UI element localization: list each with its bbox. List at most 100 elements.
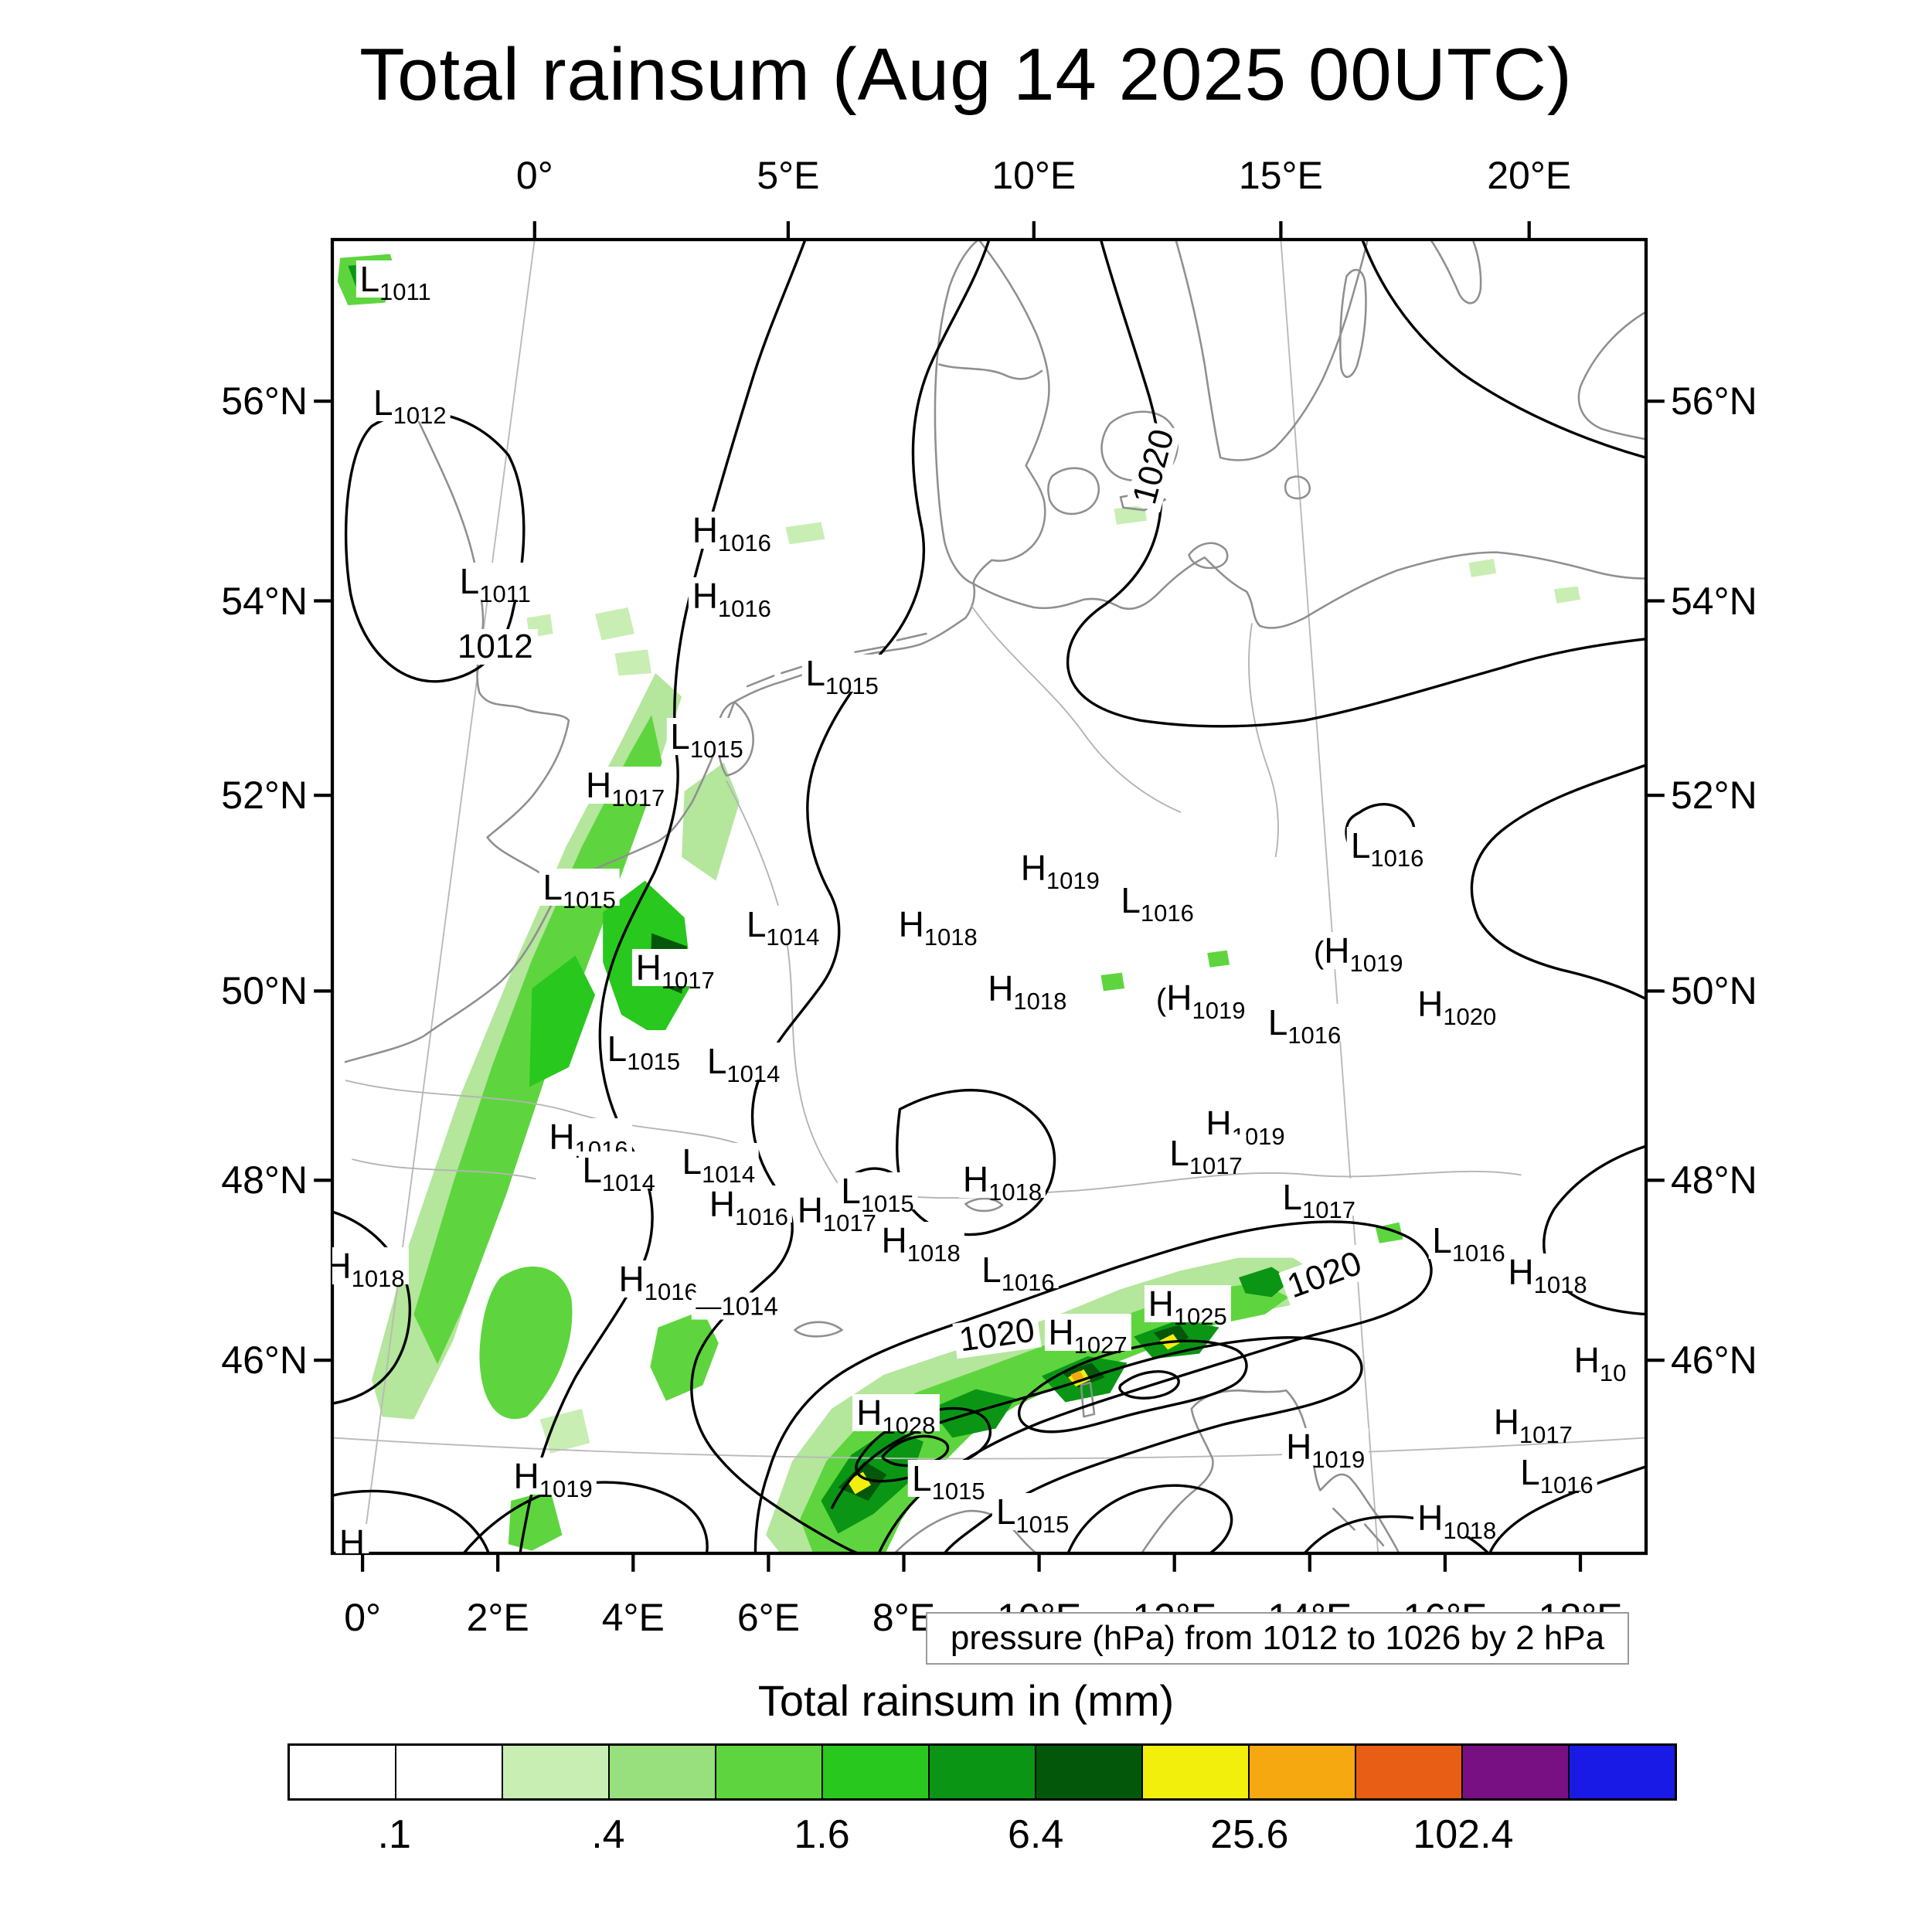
- axis-label-right: 46°N: [1671, 1338, 1757, 1383]
- pressure-center-label: H1018: [877, 1222, 964, 1265]
- axis-label-right: 50°N: [1671, 969, 1757, 1013]
- pressure-center-label: L1016: [1117, 882, 1198, 925]
- pressure-center-label: L1014: [678, 1143, 760, 1186]
- colorbar-tick-label: 25.6: [1210, 1812, 1289, 1857]
- coastlines: [344, 238, 1648, 1555]
- pressure-label-layer: L1011 L1012 L1011 H1016 H1016 L1015 L1015 H1017…: [332, 240, 1646, 1553]
- colorbar-segment: [1250, 1746, 1356, 1798]
- axis-label-left: 46°N: [221, 1338, 308, 1383]
- colorbar-title: Total rainsum in (mm): [757, 1676, 1175, 1725]
- pressure-center-label: (H1019: [1309, 931, 1407, 975]
- pressure-center-label: L1014: [578, 1151, 659, 1195]
- pressure-center-label: H1018: [984, 970, 1071, 1013]
- contour-value-label: —1014: [691, 1292, 783, 1320]
- pressure-center-label: H1019: [1282, 1428, 1369, 1471]
- colorbar-segment: [823, 1746, 930, 1798]
- colorbar-segment: [1036, 1746, 1143, 1798]
- pressure-center-label: L1016: [1516, 1453, 1597, 1497]
- pressure-center-label: H1018: [958, 1160, 1046, 1204]
- pressure-center-label: H1025: [1144, 1285, 1231, 1328]
- pressure-center-label: L1015: [801, 655, 883, 698]
- pressure-center-label: H1018: [894, 905, 981, 949]
- axis-label-right: 48°N: [1671, 1158, 1757, 1202]
- pressure-center-label: H1016: [688, 511, 775, 555]
- pressure-center-label: L1015: [666, 717, 747, 761]
- colorbar-labels: .1 .4 1.6 6.4 25.6 102.4: [287, 1811, 1677, 1861]
- axis-label-bottom: 8°E: [872, 1596, 936, 1639]
- pressure-center-label: H: [335, 1524, 369, 1553]
- colorbar-tick-label: 1.6: [794, 1812, 850, 1857]
- axis-ticks: [314, 221, 1665, 1572]
- colorbar-segment: [503, 1746, 610, 1798]
- contour-value-label: 1012: [452, 629, 538, 665]
- pressure-center-label: H1018: [332, 1247, 409, 1291]
- pressure-center-label: L1016: [1428, 1222, 1509, 1265]
- map-frame: [330, 237, 1648, 1556]
- pressure-center-label: H1028: [852, 1394, 940, 1437]
- pressure-center-label: L1016: [978, 1250, 1059, 1294]
- axis-label-left: 56°N: [221, 379, 308, 423]
- map: L1011 L1012 L1011 H1016 H1016 L1015 L1015 H1017…: [221, 154, 1757, 1639]
- axis-label-bottom: 4°E: [601, 1596, 665, 1639]
- pressure-center-label: L1015: [992, 1492, 1073, 1536]
- pressure-center-label: H1019: [1016, 849, 1104, 893]
- pressure-center-label: H1016: [614, 1260, 702, 1304]
- pressure-center-label: L1016: [1346, 826, 1428, 870]
- colorbar-segment: [1143, 1746, 1250, 1798]
- axis-label-top: 0°: [515, 154, 553, 197]
- axis-label-top: 20°E: [1487, 154, 1572, 197]
- pressure-center-label: H1017: [581, 766, 669, 810]
- colorbar-tick-label: 6.4: [1007, 1812, 1064, 1857]
- pressure-center-label: L1015: [603, 1030, 685, 1073]
- graticule-lines: [332, 239, 1647, 1554]
- axis-label-bottom: 6°E: [736, 1596, 800, 1639]
- colorbar-segment: [1570, 1746, 1675, 1798]
- axis-label-left: 54°N: [221, 579, 308, 623]
- pressure-center-label: H1017: [793, 1192, 880, 1235]
- colorbar-tick-label: 102.4: [1413, 1812, 1514, 1857]
- pressure-center-label: H1017: [1489, 1403, 1577, 1447]
- pressure-center-label: H1019: [509, 1457, 597, 1501]
- colorbar-tick-label: .1: [377, 1812, 411, 1857]
- pressure-center-label: H1018: [1413, 1499, 1501, 1543]
- axis-label-left: 48°N: [221, 1158, 308, 1202]
- axis-label-right: 54°N: [1671, 579, 1757, 623]
- pressure-center-label: H1018: [1504, 1253, 1591, 1297]
- pressure-caption: pressure (hPa) from 1012 to 1026 by 2 hP…: [926, 1612, 1629, 1665]
- pressure-center-label: H1016: [688, 577, 775, 621]
- contour-value-label: 1020: [952, 1311, 1042, 1359]
- pressure-center-label: L1017: [1165, 1134, 1247, 1178]
- colorbar-segment: [290, 1746, 396, 1798]
- axis-label-top: 15°E: [1238, 154, 1323, 197]
- pressure-center-label: L1015: [539, 869, 620, 912]
- pressure-center-label: H1027: [1044, 1314, 1131, 1357]
- axis-label-top: 5°E: [757, 154, 820, 197]
- colorbar-segment: [1463, 1746, 1570, 1798]
- pressure-center-label: (H1019: [1151, 978, 1250, 1022]
- axis-label-right: 56°N: [1671, 379, 1757, 423]
- pressure-center-label: H10: [1570, 1342, 1631, 1385]
- colorbar-segment: [930, 1746, 1036, 1798]
- colorbar-bar: [287, 1743, 1677, 1801]
- pressure-center-label: L1012: [369, 383, 451, 427]
- colorbar: .1 .4 1.6 6.4 25.6 102.4: [287, 1743, 1677, 1857]
- axis-label-left: 52°N: [221, 774, 308, 818]
- axis-label-right: 52°N: [1671, 774, 1757, 818]
- colorbar-segment: [396, 1746, 503, 1798]
- pressure-center-label: L1014: [742, 905, 824, 949]
- axis-label-left: 50°N: [221, 969, 308, 1013]
- pressure-center-label: L1017: [1278, 1179, 1359, 1222]
- pressure-center-label: L1016: [1264, 1004, 1345, 1047]
- pressure-center-label: L1015: [908, 1460, 989, 1503]
- axis-label-top: 10°E: [992, 154, 1077, 197]
- colorbar-segment: [716, 1746, 823, 1798]
- page-title: Total rainsum (Aug 14 2025 00UTC): [359, 33, 1573, 116]
- axis-label-bottom: 0°: [344, 1596, 381, 1639]
- contour-value-label: 1020: [1125, 421, 1182, 513]
- axis-label-bottom: 2°E: [466, 1596, 529, 1639]
- colorbar-segment: [1356, 1746, 1463, 1798]
- contour-value-label: 1020: [1278, 1243, 1370, 1306]
- pressure-center-label: L1011: [355, 260, 435, 304]
- pressure-center-label: H1016: [705, 1185, 792, 1229]
- pressure-center-label: H1017: [631, 948, 719, 992]
